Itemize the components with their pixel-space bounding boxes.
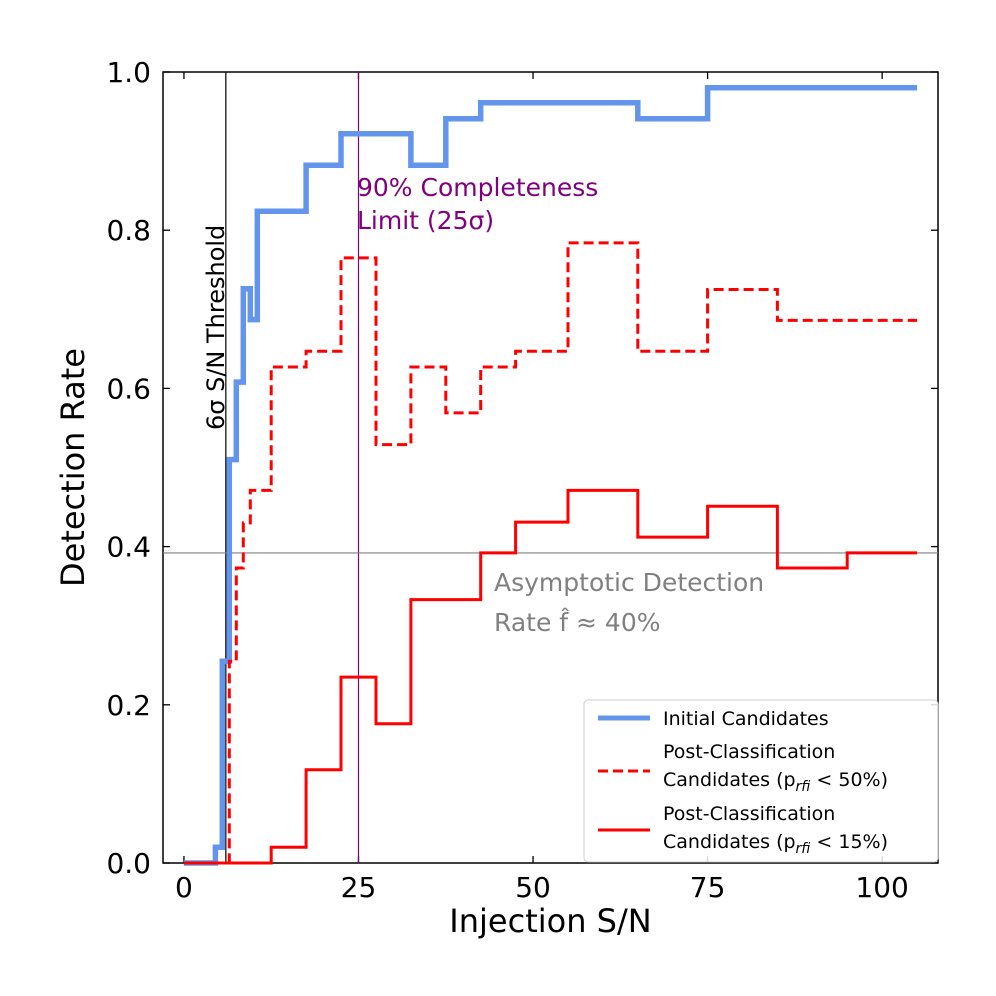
legend-label-post50-line2: Candidates (prfi < 50%) [663,769,888,795]
y-axis-label: Detection Rate [54,348,92,587]
reference-lines [163,72,938,863]
completeness-annotation-line1: 90% Completeness [357,173,598,202]
x-tick-label: 50 [515,871,551,904]
legend-post15-main: Candidates (p [663,831,796,853]
legend-frame [583,699,939,863]
y-tick-label: 0.8 [106,214,151,247]
legend-post50-sub: rfi [796,779,811,795]
threshold-annotation: 6σ S/N Threshold [202,225,230,430]
legend-post50-main: Candidates (p [663,769,796,791]
plot-frame [162,71,939,864]
legend-post50-tail: < 50%) [810,769,888,791]
legend-label-post50-line1: Post-Classification [663,741,835,763]
x-tick-label: 75 [690,871,726,904]
y-tick-label: 0.6 [106,372,151,405]
asymptote-annotation-line1: Asymptotic Detection [494,568,764,597]
x-tick-label: 100 [855,871,908,904]
y-tick-label: 0.0 [106,847,151,880]
x-axis-label: Injection S/N [449,902,651,940]
y-tick-label: 1.0 [106,56,151,89]
x-tick-label: 0 [175,871,193,904]
series-post-classification-50 [183,241,918,865]
series-post-classification-15 [183,488,918,865]
legend-post15-tail: < 15%) [810,831,888,853]
legend-label-post15-line2: Candidates (prfi < 15%) [663,831,888,857]
y-tick-label: 0.4 [106,531,151,564]
legend-label-initial: Initial Candidates [663,708,829,730]
annotations: 6σ S/N Threshold 90% Completeness Limit … [202,173,764,637]
completeness-annotation-line2: Limit (25σ) [357,206,494,235]
data-series [183,85,918,866]
legend-post15-sub: rfi [796,841,811,857]
asymptote-annotation-line2: Rate f̂ ≈ 40% [494,608,660,637]
y-tick-label: 0.2 [106,689,151,722]
axes: 0 25 50 75 100 0.0 0.2 0.4 0.6 0.8 1.0 Injection S/… [54,56,939,940]
x-tick-label: 25 [341,871,377,904]
series-initial-candidates [183,85,918,866]
legend: Initial Candidates Post-Classification C… [583,699,939,863]
legend-label-post15-line1: Post-Classification [663,803,835,825]
